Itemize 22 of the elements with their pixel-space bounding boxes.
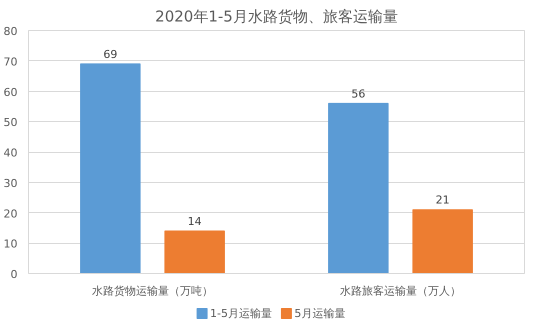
y-tick-label: 50 <box>4 116 18 130</box>
data-label: 69 <box>103 48 118 61</box>
y-tick-label: 20 <box>4 207 18 220</box>
chart-title: 2020年1-5月水路货物、旅客运输量 <box>155 8 398 26</box>
x-tick-label: 水路旅客运输量（万人） <box>340 284 461 298</box>
legend-label: 5月运输量 <box>294 307 346 320</box>
y-tick-label: 60 <box>4 86 18 99</box>
y-tick-label: 10 <box>4 238 18 251</box>
bar <box>328 102 389 274</box>
y-tick-label: 0 <box>10 268 18 281</box>
y-tick-label: 70 <box>4 55 18 68</box>
y-tick-label: 40 <box>4 146 18 160</box>
y-tick-label: 30 <box>4 176 18 190</box>
data-label: 21 <box>436 194 450 207</box>
data-label: 56 <box>351 87 366 100</box>
bar <box>412 209 473 274</box>
bar <box>80 63 141 274</box>
y-tick-label: 80 <box>4 25 18 38</box>
legend-label: 1-5月运输量 <box>210 307 272 320</box>
data-label: 14 <box>188 214 202 228</box>
bar <box>164 230 225 274</box>
x-tick-label: 水路货物运输量（万吨） <box>92 284 213 298</box>
